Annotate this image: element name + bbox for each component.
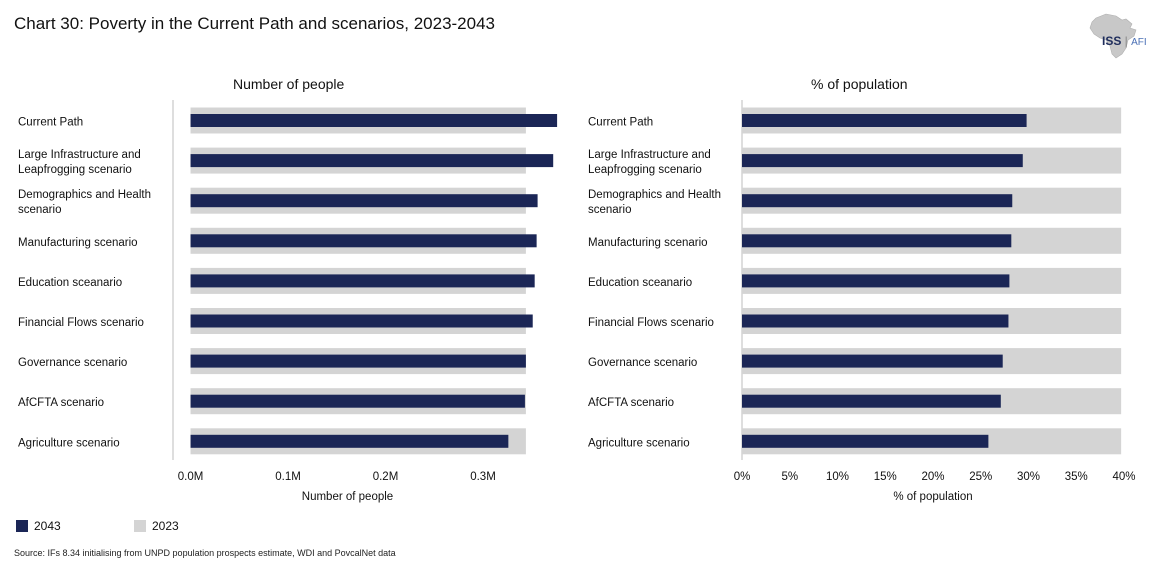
category-label: Agriculture scenario [18,437,120,449]
x-tick-label: 0.1M [275,471,301,483]
bar-2043 [742,154,1023,168]
bar-2043 [742,194,1013,208]
x-tick-label: 0.3M [470,471,496,483]
bar-2043 [742,394,1001,408]
x-tick-label: 0.2M [373,471,399,483]
category-label: Manufacturing scenario [588,237,708,249]
bar-2043 [742,234,1012,248]
legend-label-2023: 2023 [152,519,179,533]
category-label: Agriculture scenario [588,437,690,449]
x-tick-label: 30% [1017,471,1040,483]
logo-iss: ISS [1102,34,1122,48]
bar-2043 [742,354,1003,368]
bar-2043 [190,314,533,328]
bar-2043 [742,434,989,448]
bar-2043 [190,434,509,448]
category-label: Governance scenario [588,357,697,369]
category-label: Large Infrastructure and Leapfrogging sce… [18,149,141,176]
iss-afi-logo: ISS | AFI [1102,34,1147,48]
category-label: Financial Flows scenario [18,317,144,329]
x-tick-label: 0.0M [178,471,204,483]
x-tick-label: 25% [969,471,992,483]
x-tick-label: 35% [1065,471,1088,483]
category-label: Governance scenario [18,357,127,369]
legend-item-2043: 2043 [16,519,61,533]
bar-2043 [742,274,1010,288]
bar-2043 [190,114,558,127]
category-label: Financial Flows scenario [588,317,714,329]
category-label: AfCFTA scenario [18,397,104,409]
africa-map-icon [1089,13,1137,59]
bar-2043 [190,274,535,288]
category-label: Education sceanario [588,277,692,289]
x-tick-label: 0% [734,471,751,483]
x-axis-label: % of population [893,491,972,503]
category-label: Current Path [588,117,653,129]
x-axis-label: Number of people [302,491,393,503]
legend-item-2023: 2023 [134,519,179,533]
logo-afi: AFI [1131,37,1147,48]
category-label: Demographics and Health scenario [588,189,721,216]
bar-2043 [190,194,538,208]
bar-2043 [742,314,1009,328]
x-tick-label: 15% [874,471,897,483]
bar-2043 [742,114,1027,127]
bar-2043 [190,154,554,168]
legend-swatch-2023 [134,520,146,532]
bar-2043 [190,394,525,408]
right-panel-title: % of population [811,76,908,92]
source-note: Source: IFs 8.34 initialising from UNPD … [14,548,396,558]
category-label: Manufacturing scenario [18,237,138,249]
x-tick-label: 40% [1112,471,1135,483]
category-label: Education sceanario [18,277,122,289]
bar-2043 [190,354,526,368]
x-tick-label: 5% [781,471,798,483]
legend-swatch-2043 [16,520,28,532]
category-label: Current Path [18,117,83,129]
legend-label-2043: 2043 [34,519,61,533]
bar-2043 [190,234,537,248]
category-label: AfCFTA scenario [588,397,674,409]
x-tick-label: 20% [921,471,944,483]
x-tick-label: 10% [826,471,849,483]
category-label: Large Infrastructure and Leapfrogging sce… [588,149,711,176]
category-label: Demographics and Health scenario [18,189,151,216]
chart-title: Chart 30: Poverty in the Current Path an… [14,14,496,33]
left-panel-title: Number of people [233,76,345,92]
